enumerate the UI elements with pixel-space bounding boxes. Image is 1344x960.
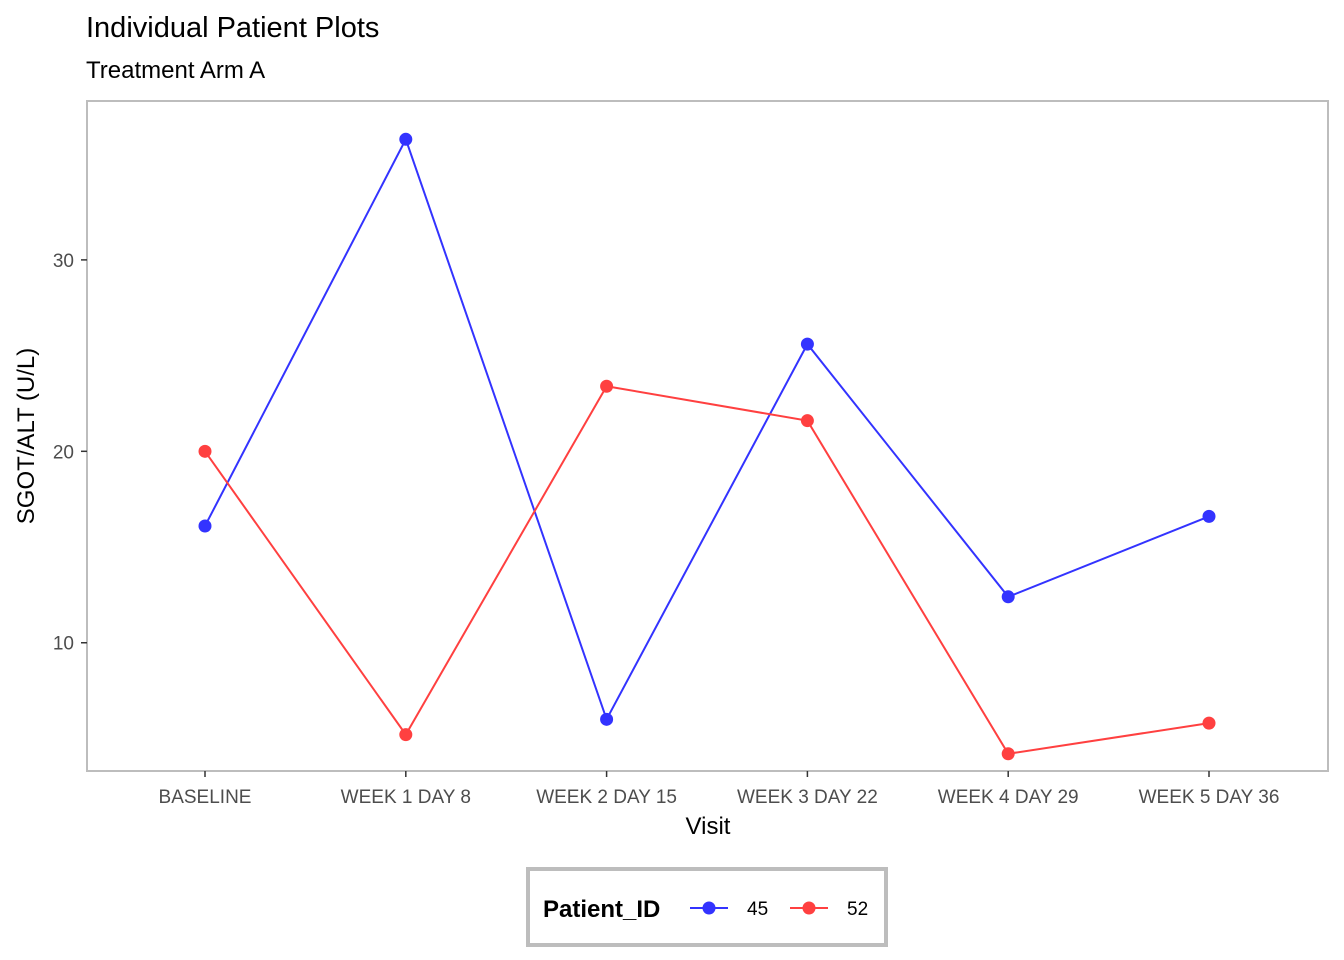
data-point-52	[1202, 716, 1216, 730]
series-line-52	[204, 385, 1210, 755]
data-point-52	[1001, 747, 1015, 761]
legend-label: 52	[847, 899, 868, 920]
data-point-45	[198, 519, 212, 533]
chart-title: Individual Patient Plots	[86, 12, 379, 44]
data-point-45	[1001, 590, 1015, 604]
legend-items: 45 52	[690, 899, 868, 920]
x-tick-label: WEEK 1 DAY 8	[341, 787, 471, 808]
data-point-52	[800, 414, 814, 428]
y-axis: 10 20 30	[53, 251, 87, 655]
y-axis-title: SGOT/ALT (U/L)	[13, 348, 40, 524]
plot-panel	[86, 100, 1329, 772]
data-point-45	[800, 337, 814, 351]
x-tick-label: WEEK 3 DAY 22	[737, 787, 878, 808]
data-point-52	[198, 444, 212, 458]
series-line-45	[204, 136, 1210, 722]
x-axis: BASELINE WEEK 1 DAY 8 WEEK 2 DAY 15 WEEK 3 …	[159, 771, 1280, 808]
y-tick-label: 20	[53, 442, 74, 463]
data-point-45	[1202, 509, 1216, 523]
y-tick-label: 30	[53, 251, 74, 272]
x-tick-label: WEEK 5 DAY 36	[1139, 787, 1280, 808]
data-point-52	[399, 728, 413, 742]
x-tick-label: BASELINE	[159, 787, 252, 808]
data-point-45	[399, 132, 413, 146]
x-tick-label: WEEK 4 DAY 29	[938, 787, 1079, 808]
x-tick-label: WEEK 2 DAY 15	[536, 787, 677, 808]
x-axis-title: Visit	[686, 813, 731, 840]
chart-subtitle: Treatment Arm A	[86, 57, 265, 84]
legend-key-point	[802, 901, 816, 915]
data-point-45	[600, 712, 614, 726]
data-point-52	[600, 379, 614, 393]
legend-label: 45	[747, 899, 768, 920]
legend-title: Patient_ID	[543, 896, 660, 923]
series-layer	[198, 132, 1216, 761]
legend-key-point	[702, 901, 716, 915]
y-tick-label: 10	[53, 634, 74, 655]
